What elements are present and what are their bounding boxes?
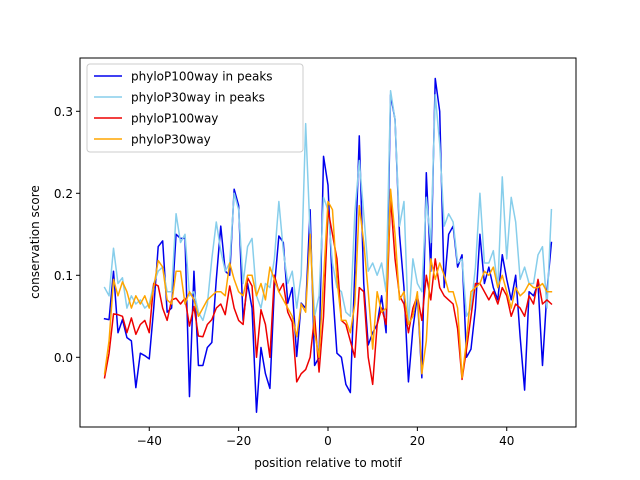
x-tick-label: 40 xyxy=(499,434,514,448)
x-axis: −40 −20 0 20 40 xyxy=(137,427,514,448)
legend-label-1: phyloP100way in peaks xyxy=(131,70,273,84)
legend-label-3: phyloP100way xyxy=(131,112,218,126)
y-tick-label: 0.0 xyxy=(54,351,73,365)
legend: phyloP100way in peaks phyloP30way in peak… xyxy=(86,63,304,153)
x-tick-label: −40 xyxy=(137,434,162,448)
series-layer xyxy=(103,77,553,413)
legend-box xyxy=(86,63,304,153)
y-axis-label: conservation score xyxy=(28,185,42,299)
y-tick-label: 0.2 xyxy=(54,187,73,201)
legend-label-2: phyloP30way in peaks xyxy=(131,91,265,105)
x-tick-label: −20 xyxy=(226,434,251,448)
x-tick-label: 20 xyxy=(410,434,425,448)
y-tick-label: 0.1 xyxy=(54,269,73,283)
x-tick-label: 0 xyxy=(324,434,332,448)
x-axis-label: position relative to motif xyxy=(254,456,402,470)
series-line-4 xyxy=(103,188,553,379)
y-tick-label: 0.3 xyxy=(54,105,73,119)
legend-label-4: phyloP30way xyxy=(131,133,211,147)
y-axis: 0.0 0.1 0.2 0.3 xyxy=(54,105,80,365)
